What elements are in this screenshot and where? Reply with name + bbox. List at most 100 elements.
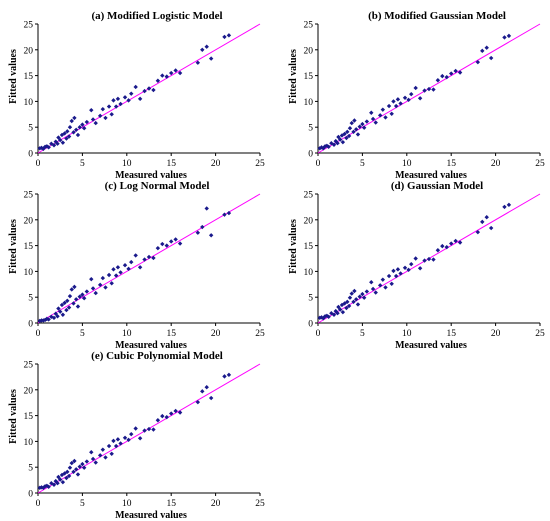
data-point (66, 305, 72, 310)
data-point (195, 60, 201, 65)
data-point (73, 297, 79, 302)
data-point (118, 441, 123, 446)
data-point (398, 271, 403, 276)
data-point (204, 206, 209, 211)
data-point (169, 411, 174, 416)
data-point (208, 395, 214, 401)
data-point (380, 107, 386, 112)
data-point (60, 479, 66, 485)
data-point (93, 460, 98, 465)
data-point (222, 374, 227, 379)
data-point (60, 312, 66, 317)
data-point (395, 97, 401, 102)
data-point (449, 71, 454, 76)
data-point (90, 286, 96, 291)
x-tick-label: 10 (122, 159, 132, 169)
data-point (69, 460, 74, 466)
data-point (146, 426, 152, 432)
data-point (100, 106, 106, 112)
x-tick-label: 0 (316, 329, 321, 339)
data-point (84, 119, 90, 125)
x-tick-label: 25 (535, 329, 545, 339)
data-point (484, 215, 489, 220)
data-point (338, 307, 343, 312)
data-point (200, 47, 205, 52)
y-axis-label: Fitted values (288, 49, 299, 104)
data-point (113, 443, 119, 449)
data-point (118, 101, 123, 107)
data-point (195, 399, 201, 405)
data-point (380, 277, 386, 282)
data-point (129, 259, 134, 265)
data-point (97, 282, 103, 288)
data-point (59, 132, 65, 138)
data-point (440, 73, 445, 79)
data-point (46, 484, 51, 490)
data-point (360, 291, 365, 297)
data-point (226, 372, 232, 378)
y-axis-label: Fitted values (8, 389, 19, 444)
y-tick-label: 10 (24, 268, 34, 278)
data-point (361, 295, 367, 300)
data-point (208, 56, 214, 61)
data-point (506, 33, 512, 39)
y-tick-label: 15 (24, 412, 34, 422)
x-axis-label: Measured values (115, 170, 187, 181)
data-point (46, 317, 51, 322)
data-point (89, 107, 94, 113)
data-point (369, 110, 374, 115)
y-tick-label: 0 (308, 320, 313, 330)
x-tick-label: 15 (166, 329, 176, 339)
data-point (151, 427, 156, 432)
data-point (377, 113, 383, 118)
data-point (164, 74, 169, 79)
data-point (111, 438, 116, 444)
data-point (58, 477, 63, 482)
data-point (417, 96, 423, 101)
y-tick-label: 10 (304, 98, 314, 108)
x-tick-label: 20 (211, 499, 221, 509)
data-point (113, 104, 119, 109)
y-tick-label: 0 (28, 490, 33, 500)
data-point (62, 131, 67, 136)
data-point (64, 475, 69, 481)
data-point (364, 289, 370, 294)
data-point (457, 70, 463, 75)
data-point (155, 78, 161, 83)
y-tick-label: 10 (304, 268, 314, 278)
y-tick-label: 25 (304, 21, 314, 31)
data-point (129, 91, 134, 96)
data-point (122, 435, 128, 440)
data-point (41, 318, 46, 323)
data-point (146, 86, 152, 91)
x-tick-label: 20 (211, 159, 221, 169)
data-point (484, 45, 489, 50)
data-point (346, 303, 352, 309)
y-tick-label: 15 (304, 242, 314, 252)
chart-panel: (d) Gaussian Model 0 5 10 15 20 25 0 5 10 15 20 25 Me… (288, 180, 545, 351)
data-point (502, 204, 507, 210)
data-point (326, 314, 331, 320)
x-tick-label: 10 (402, 159, 412, 169)
data-point (115, 265, 121, 270)
data-point (173, 237, 178, 242)
data-point (151, 87, 156, 93)
data-point (226, 33, 232, 38)
data-point (164, 414, 169, 420)
data-point (93, 290, 98, 296)
data-point (73, 127, 79, 132)
data-point (345, 299, 350, 305)
data-point (402, 95, 408, 100)
data-point (65, 469, 70, 475)
data-point (435, 248, 441, 253)
data-point (51, 315, 57, 321)
data-point (90, 456, 96, 462)
y-tick-label: 10 (24, 438, 34, 448)
data-point (444, 74, 449, 80)
x-tick-label: 5 (360, 329, 365, 339)
data-point (351, 129, 356, 135)
data-point (338, 137, 343, 142)
data-point (133, 426, 138, 431)
data-point (344, 305, 349, 311)
x-tick-label: 25 (535, 159, 545, 169)
